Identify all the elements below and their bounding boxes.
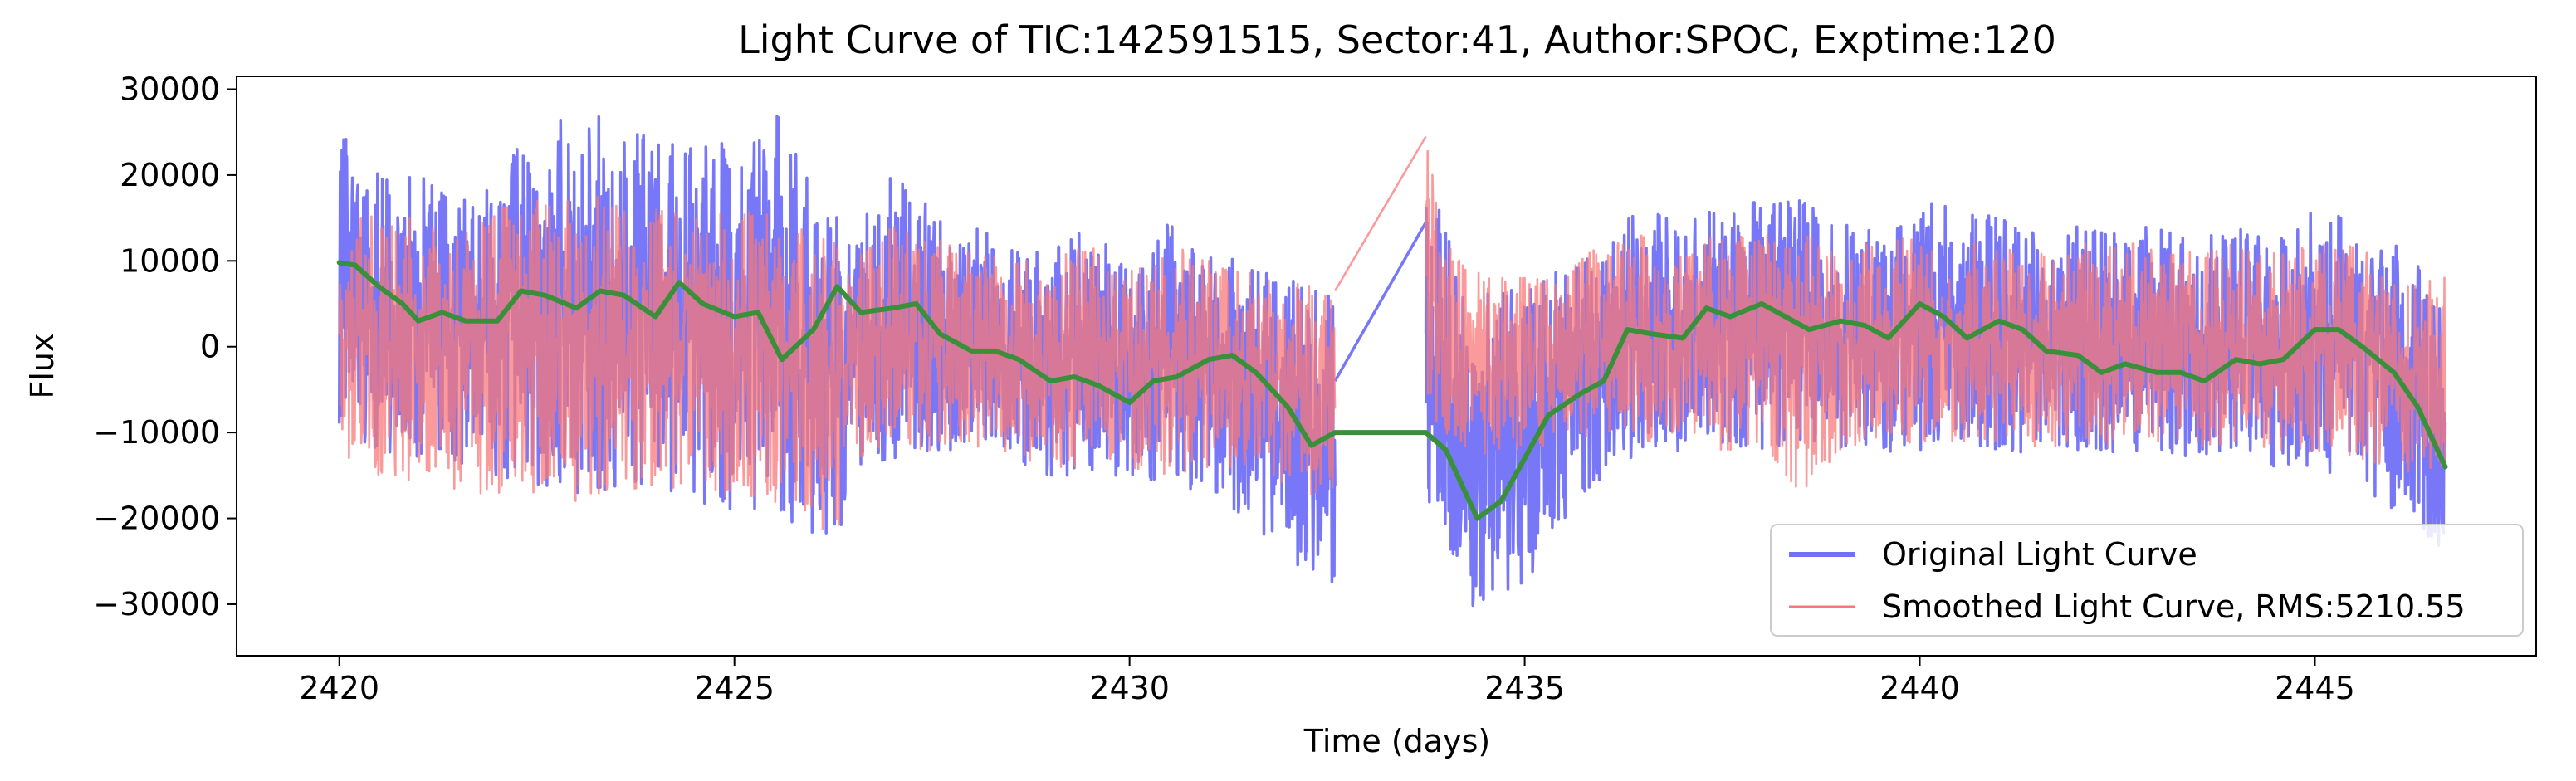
plot-frame	[236, 76, 2537, 657]
legend-label-original: Original Light Curve	[1882, 536, 2197, 573]
x-tick-label: 2440	[1879, 670, 1960, 706]
y-tick-label: 20000	[120, 157, 220, 193]
y-tick-label: 30000	[120, 71, 220, 108]
legend-label-smoothed: Smoothed Light Curve, RMS:5210.55	[1882, 588, 2466, 625]
plot-area	[236, 76, 2537, 657]
x-axis: 2420 2425 2430 2435 2440 2445	[299, 656, 2355, 706]
y-axis-label: Flux	[24, 334, 61, 399]
y-tick-label: −20000	[93, 500, 220, 537]
y-axis: 30000 20000 10000 0 −10000 −20000 −30000	[93, 71, 237, 622]
x-tick-label: 2445	[2275, 670, 2355, 706]
series-line-1	[338, 135, 2446, 530]
x-tick-label: 2425	[694, 670, 775, 706]
series-layer	[336, 115, 2448, 608]
x-tick-label: 2430	[1089, 670, 1170, 706]
legend: Original Light Curve Smoothed Light Curv…	[1770, 524, 2524, 637]
y-tick-label: −10000	[93, 414, 220, 451]
legend-box	[1770, 524, 2524, 637]
series-line-2	[336, 260, 2448, 521]
y-tick-label: 10000	[120, 242, 220, 279]
y-tick-label: −30000	[93, 586, 220, 622]
x-tick-label: 2420	[299, 670, 379, 706]
chart-title: Light Curve of TIC:142591515, Sector:41,…	[738, 17, 2056, 62]
x-tick-label: 2435	[1484, 670, 1565, 706]
x-axis-label: Time (days)	[1303, 723, 1490, 759]
y-tick-label: 0	[200, 329, 220, 365]
